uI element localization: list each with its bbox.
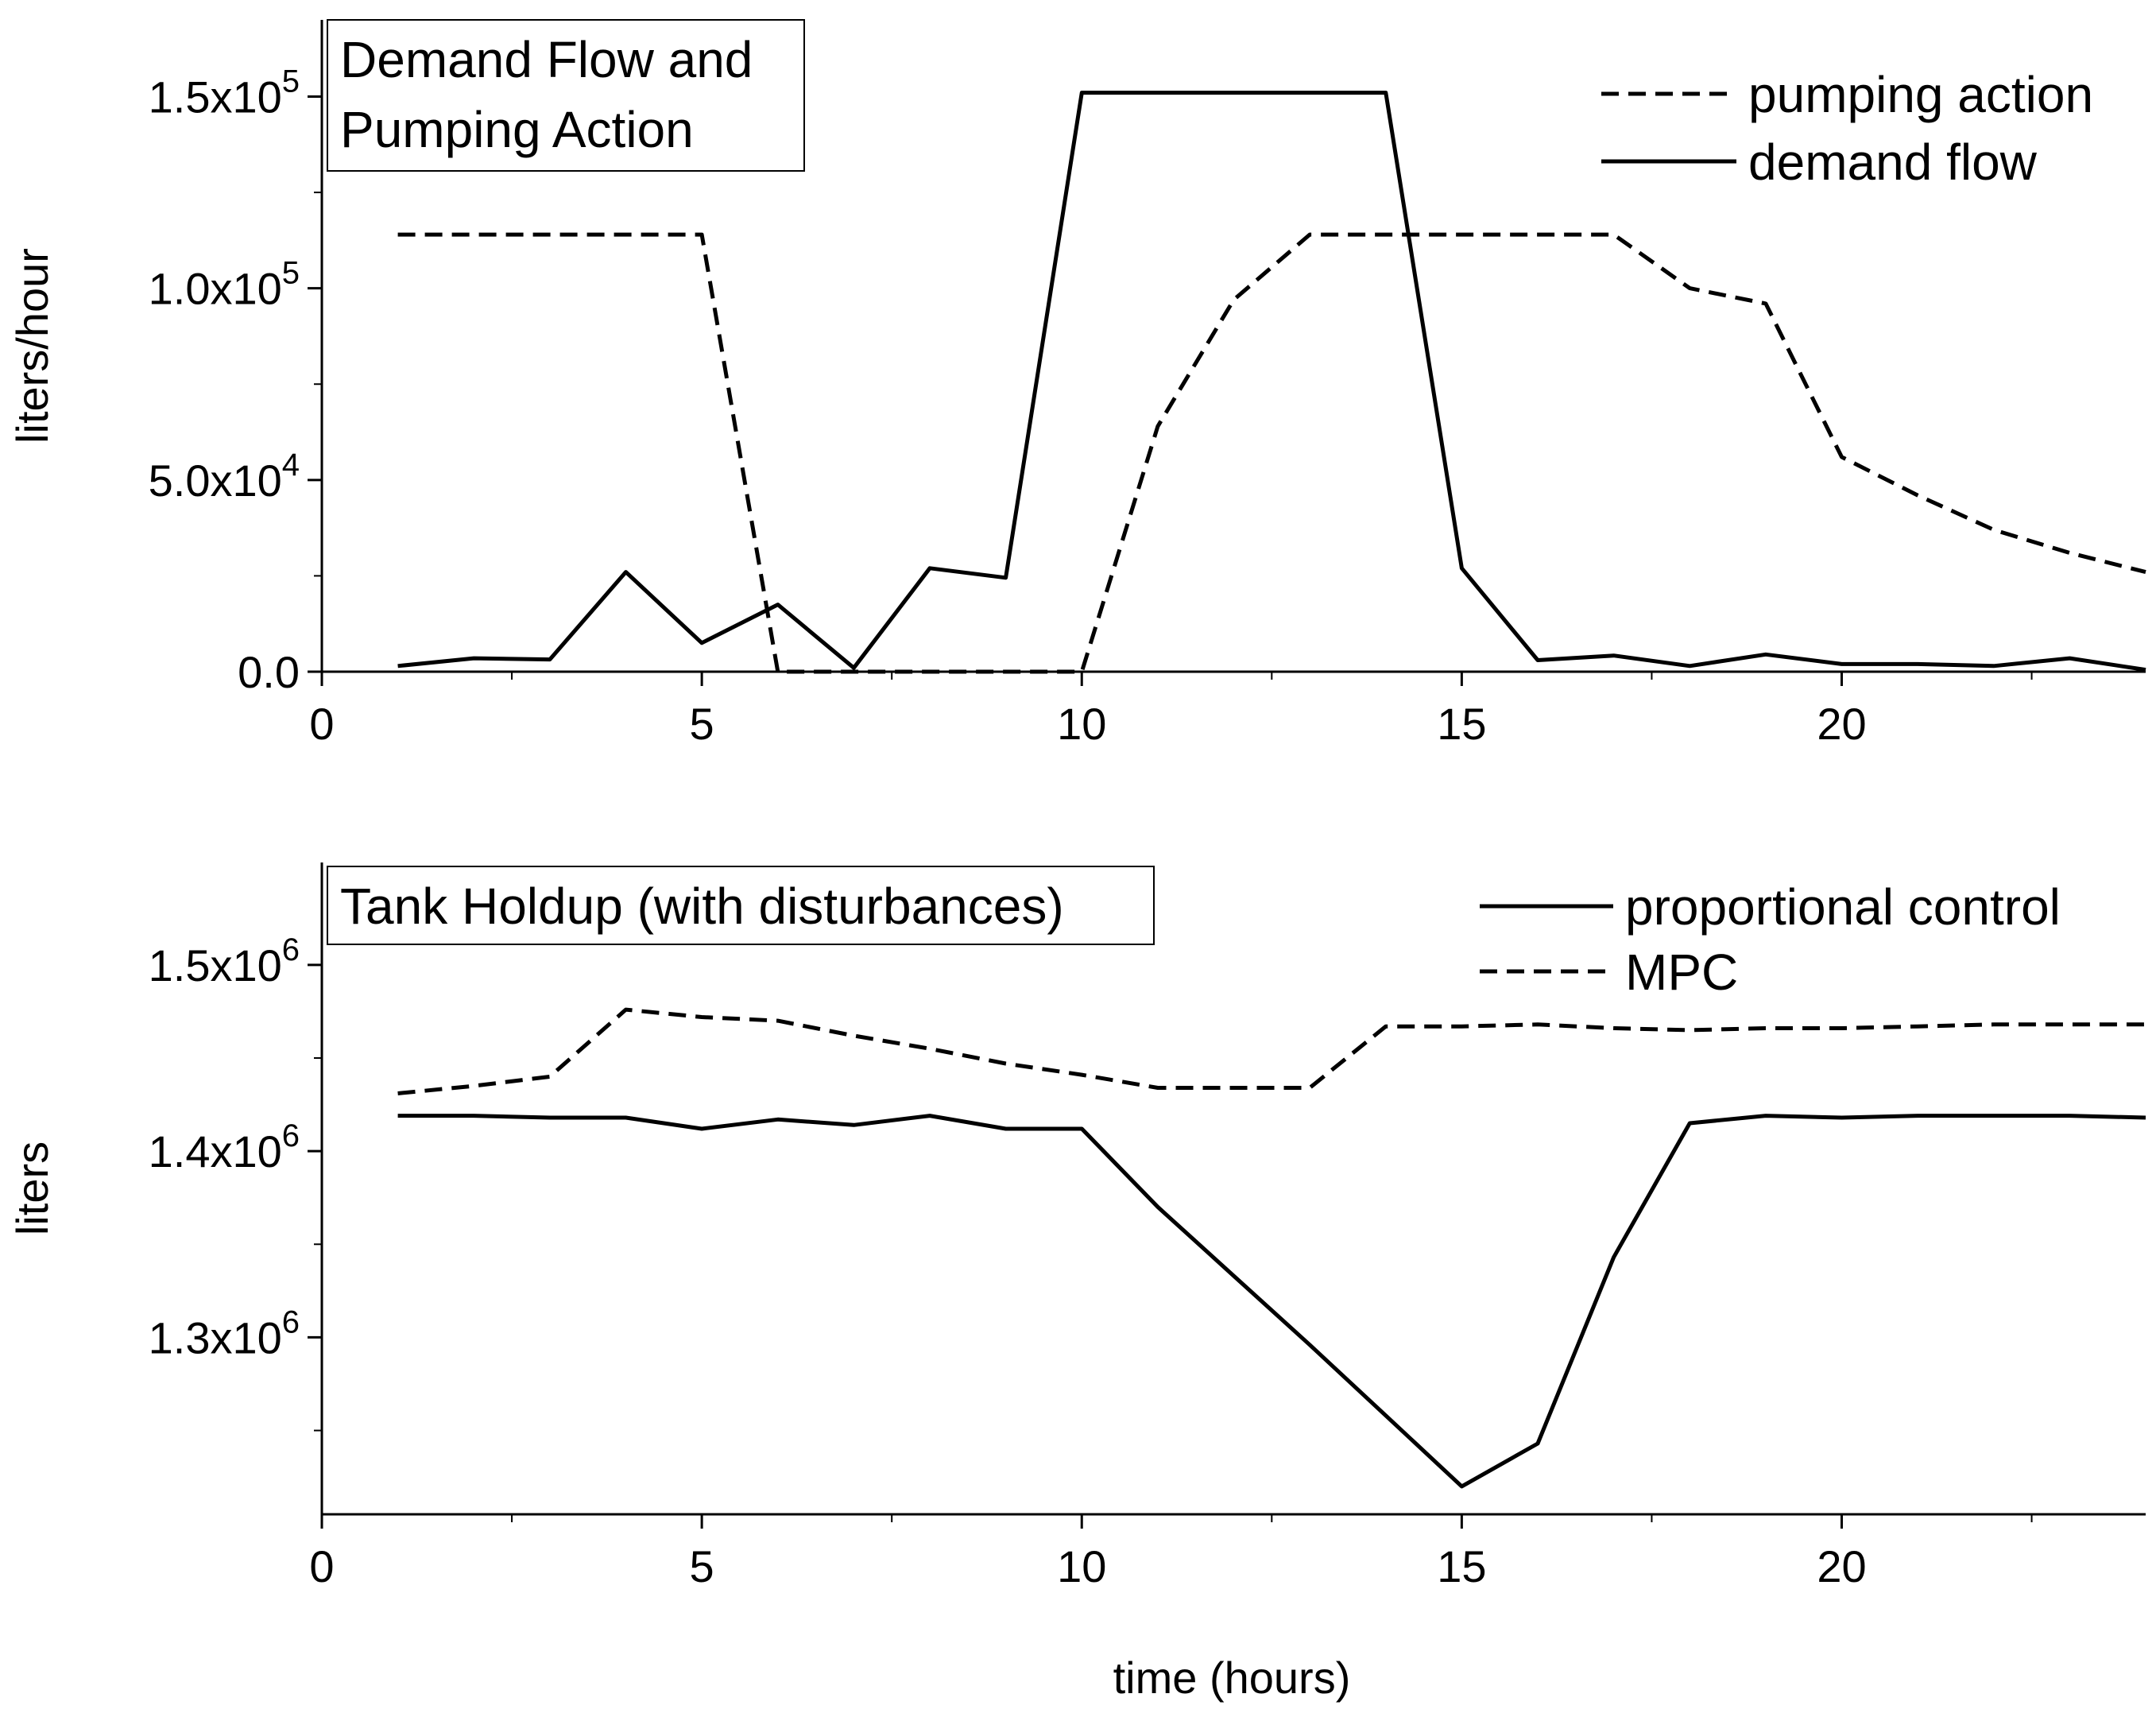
x-tick-label: 0 <box>309 699 334 749</box>
tank-holdup-panel: 0 5 10 15 20 1.3x106 1.4x106 1.5x106 liters tim… <box>7 862 2146 1703</box>
demand-flow-legend: pumping action demand flow <box>1601 66 2093 191</box>
legend-label-mpc: MPC <box>1625 944 1738 1001</box>
y-tick-label: 1.5x106 <box>149 932 300 990</box>
x-tick-label: 5 <box>690 699 714 749</box>
demand-flow-title-line-2: Pumping Action <box>340 101 694 158</box>
x-tick-label: 10 <box>1057 699 1106 749</box>
tank-holdup-x-axis-label: time (hours) <box>1113 1653 1351 1703</box>
x-tick-label: 20 <box>1817 1541 1866 1591</box>
demand-flow-title-line-1: Demand Flow and <box>340 31 753 88</box>
legend-label-pumping-action: pumping action <box>1748 66 2093 123</box>
y-tick-label: 1.0x105 <box>149 256 300 314</box>
tank-holdup-title-box <box>327 866 1155 945</box>
tank-holdup-y-axis-label: liters <box>7 1141 57 1235</box>
x-tick-label: 20 <box>1817 699 1866 749</box>
demand-flow-ticks: 0 5 10 15 20 0.0 5.0x104 1.0x105 1.5x105 <box>149 64 2033 749</box>
y-tick-label: 0.0 <box>238 647 300 697</box>
legend-label-demand-flow: demand flow <box>1748 134 2038 191</box>
tank-holdup-ticks: 0 5 10 15 20 1.3x106 1.4x106 1.5x106 <box>149 932 2033 1591</box>
demand-flow-plot-marks <box>397 91 2146 674</box>
legend-label-proportional-control: proportional control <box>1625 878 2061 936</box>
x-tick-label: 15 <box>1437 1541 1486 1591</box>
y-tick-label: 1.3x106 <box>149 1304 300 1362</box>
y-tick-label: 5.0x104 <box>149 448 300 506</box>
x-tick-label: 15 <box>1437 699 1486 749</box>
x-tick-label: 10 <box>1057 1541 1106 1591</box>
series-line-demand-flow <box>397 91 2146 672</box>
tank-holdup-plot-marks <box>397 1007 2146 1489</box>
tank-holdup-legend: proportional control MPC <box>1480 878 2061 1001</box>
y-tick-label: 1.4x106 <box>149 1118 300 1176</box>
x-tick-label: 5 <box>690 1541 714 1591</box>
series-line-proportional-control <box>397 1114 2146 1489</box>
series-line-pumping-action <box>397 232 2146 674</box>
series-line-mpc <box>397 1007 2146 1095</box>
demand-flow-title-box <box>327 19 805 172</box>
y-tick-label: 1.5x105 <box>149 64 300 122</box>
demand-flow-panel: 0 5 10 15 20 0.0 5.0x104 1.0x105 1.5x105 liters/… <box>7 19 2146 749</box>
tank-holdup-title: Tank Holdup (with disturbances) <box>340 878 1064 935</box>
x-tick-label: 0 <box>309 1541 334 1591</box>
demand-flow-y-axis-label: liters/hour <box>7 248 57 444</box>
